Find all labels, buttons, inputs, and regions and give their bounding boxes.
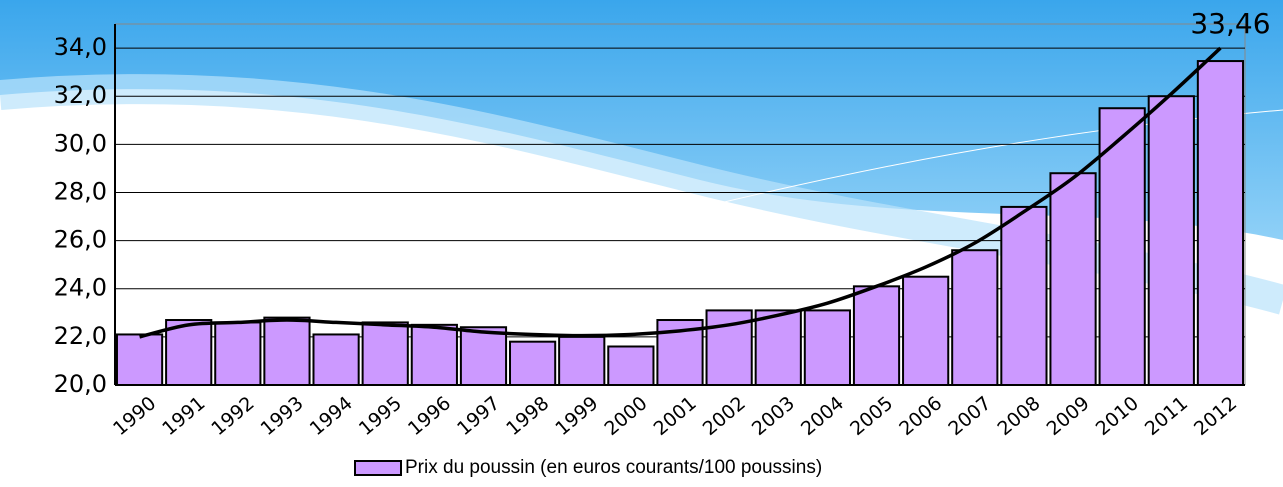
bar [1147, 95, 1195, 386]
trendline [139, 46, 1222, 339]
value-label: 33,46 [1190, 7, 1270, 40]
bar [165, 319, 213, 386]
bar [214, 321, 262, 386]
bar [803, 309, 851, 387]
y-tick-label: 26,0 [54, 226, 107, 254]
bar [263, 316, 311, 387]
bar [312, 333, 360, 386]
bar [607, 345, 655, 387]
bar [115, 333, 164, 386]
bar [1049, 172, 1097, 386]
y-tick-label: 28,0 [54, 177, 107, 205]
bar [951, 249, 999, 386]
bar [852, 285, 901, 386]
background-wave [0, 0, 1283, 240]
bar [754, 309, 802, 387]
bar [410, 323, 458, 387]
bar [1196, 60, 1245, 387]
bar [361, 321, 409, 386]
y-tick-label: 22,0 [54, 322, 107, 350]
y-tick-label: 24,0 [54, 274, 107, 302]
bar [509, 340, 557, 386]
bar [1000, 205, 1048, 386]
y-tick-label: 34,0 [54, 33, 107, 61]
y-tick-label: 32,0 [54, 81, 107, 109]
bar [902, 275, 950, 387]
legend-swatch [354, 460, 402, 476]
y-tick-label: 30,0 [54, 129, 107, 157]
bar [459, 326, 508, 386]
bar [558, 335, 606, 387]
y-tick-label: 20,0 [54, 370, 107, 398]
legend-label: Prix du poussin (en euros courants/100 p… [405, 457, 822, 478]
